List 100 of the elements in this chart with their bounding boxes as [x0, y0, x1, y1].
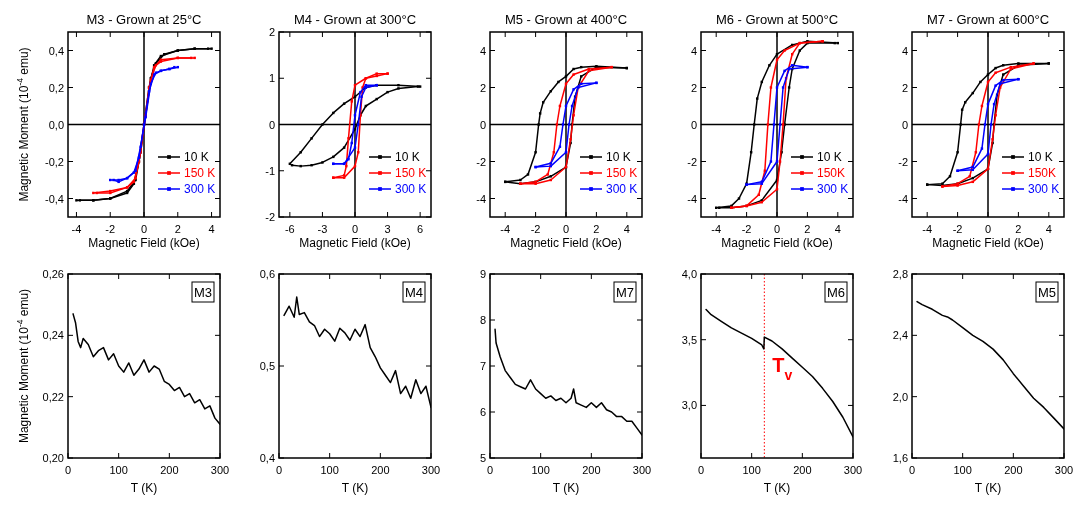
y-tick-label: 2,4 — [892, 329, 908, 342]
y-tick-label: -2 — [476, 155, 486, 168]
x-tick-label: 200 — [160, 464, 179, 476]
x-tick-label: -4 — [500, 223, 511, 235]
y-tick-label: -0,2 — [45, 155, 64, 168]
y-tick-label: 0,0 — [48, 118, 64, 131]
x-tick-label: 0 — [64, 464, 72, 476]
x-tick-label: 100 — [109, 464, 128, 476]
y-tick-label: 0,24 — [42, 329, 64, 342]
x-tick-label: -2 — [952, 223, 963, 235]
legend-label: 300 K — [817, 182, 849, 196]
x-axis-title: T (K) — [763, 481, 791, 495]
y-tick-label: -2 — [265, 211, 275, 223]
x-tick-label: 3 — [384, 223, 391, 235]
y-tick-label: 0,4 — [48, 44, 64, 57]
legend-label: 10 K — [606, 150, 631, 164]
x-tick-label: -4 — [711, 223, 722, 235]
x-tick-label: 200 — [582, 464, 601, 476]
x-tick-label: 0 — [773, 223, 781, 235]
x-tick-label: 300 — [210, 464, 230, 476]
y-tick-label: -0,4 — [45, 192, 64, 205]
y-tick-label: 0 — [901, 118, 908, 131]
x-axis-title: Magnetic Field (kOe) — [721, 236, 833, 250]
y-tick-label: 0,2 — [48, 81, 64, 94]
y-tick-label: -2 — [898, 155, 908, 168]
x-tick-label: -6 — [284, 223, 295, 235]
x-tick-label: 4 — [623, 223, 630, 235]
x-tick-label: 100 — [742, 464, 761, 476]
y-tick-label: 9 — [479, 268, 486, 280]
x-tick-label: 200 — [793, 464, 812, 476]
legend-label: 300 K — [184, 182, 216, 196]
y-tick-label: 1,6 — [892, 452, 908, 464]
legend-label: 10 K — [1028, 150, 1053, 164]
y-tick-label: 0 — [690, 118, 697, 131]
legend-label: 150K — [1028, 166, 1057, 180]
x-tick-label: 2 — [174, 223, 181, 235]
legend-label: 150 K — [606, 166, 638, 180]
x-axis-title: T (K) — [130, 481, 158, 495]
y-tick-label: 0 — [479, 118, 486, 131]
y-tick-label: -1 — [265, 164, 275, 177]
legend-label: 300 K — [395, 182, 427, 196]
y-tick-label: -4 — [476, 192, 486, 205]
y-tick-label: 2 — [690, 81, 697, 94]
x-tick-label: 100 — [320, 464, 339, 476]
y-tick-label: 0,22 — [42, 390, 64, 403]
y-tick-label: 6 — [479, 406, 486, 418]
y-tick-label: 8 — [479, 314, 486, 326]
x-axis-title: Magnetic Field (kOe) — [299, 236, 411, 250]
x-tick-label: 200 — [1004, 464, 1023, 476]
y-tick-label: 2 — [479, 81, 486, 94]
legend-label: 300 K — [606, 182, 638, 196]
x-tick-label: 2 — [1015, 223, 1022, 235]
x-axis-title: T (K) — [552, 481, 580, 495]
y-tick-label: 0,5 — [259, 360, 275, 372]
legend-label: 10 K — [184, 150, 209, 164]
legend-label: 150K — [817, 166, 846, 180]
x-tick-label: -2 — [741, 223, 752, 235]
x-tick-label: 300 — [843, 464, 863, 476]
y-tick-label: 0,20 — [42, 452, 64, 464]
x-tick-label: -2 — [105, 223, 116, 235]
x-tick-label: 0 — [562, 223, 570, 235]
y-tick-label: 2,0 — [892, 390, 908, 403]
y-tick-label: -2 — [687, 155, 697, 168]
y-tick-label: -4 — [687, 192, 697, 205]
x-axis-title: Magnetic Field (kOe) — [932, 236, 1044, 250]
y-tick-label: 0 — [268, 118, 275, 131]
x-tick-label: 300 — [1054, 464, 1074, 476]
y-tick-label: 4 — [479, 44, 486, 57]
x-tick-label: -2 — [530, 223, 541, 235]
chart-title: M6 - Grown at 500°C — [715, 12, 839, 27]
x-tick-label: 300 — [632, 464, 652, 476]
y-tick-label: -4 — [898, 192, 908, 205]
x-tick-label: 2 — [593, 223, 600, 235]
x-axis-title: Magnetic Field (kOe) — [88, 236, 200, 250]
x-tick-label: 6 — [417, 223, 424, 235]
x-axis-title: T (K) — [974, 481, 1002, 495]
x-tick-label: 100 — [953, 464, 972, 476]
x-tick-label: 0 — [351, 223, 359, 235]
x-tick-label: 4 — [834, 223, 841, 235]
ref-line-label: T$_{v}$ — [772, 353, 793, 383]
x-tick-label: 0 — [140, 223, 148, 235]
x-tick-label: 100 — [531, 464, 550, 476]
y-tick-label: 0,26 — [42, 268, 64, 280]
x-tick-label: 4 — [1045, 223, 1052, 235]
y-tick-label: 3,0 — [681, 399, 697, 412]
x-tick-label: -3 — [317, 223, 328, 235]
x-tick-label: 2 — [804, 223, 811, 235]
x-tick-label: -4 — [71, 223, 82, 235]
legend-label: 150 K — [395, 166, 427, 180]
x-tick-label: -4 — [922, 223, 933, 235]
x-tick-label: 300 — [421, 464, 441, 476]
y-tick-label: 5 — [479, 452, 486, 464]
y-tick-label: 0,6 — [259, 268, 275, 280]
x-axis-title: Magnetic Field (kOe) — [510, 236, 622, 250]
chart-title: M4 - Grown at 300°C — [293, 12, 417, 27]
chart-title: M5 - Grown at 400°C — [504, 12, 628, 27]
y-tick-label: 3,5 — [681, 333, 697, 346]
legend-label: 10 K — [395, 150, 420, 164]
y-tick-label: 0,4 — [259, 452, 275, 464]
chart-title: M7 - Grown at 600°C — [926, 12, 1050, 27]
